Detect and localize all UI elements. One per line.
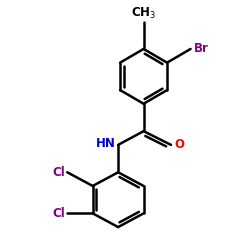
- Text: O: O: [174, 138, 184, 151]
- Text: Cl: Cl: [52, 207, 65, 220]
- Text: Br: Br: [194, 42, 208, 56]
- Text: Cl: Cl: [52, 166, 65, 179]
- Text: CH$_3$: CH$_3$: [131, 6, 156, 20]
- Text: HN: HN: [96, 138, 116, 150]
